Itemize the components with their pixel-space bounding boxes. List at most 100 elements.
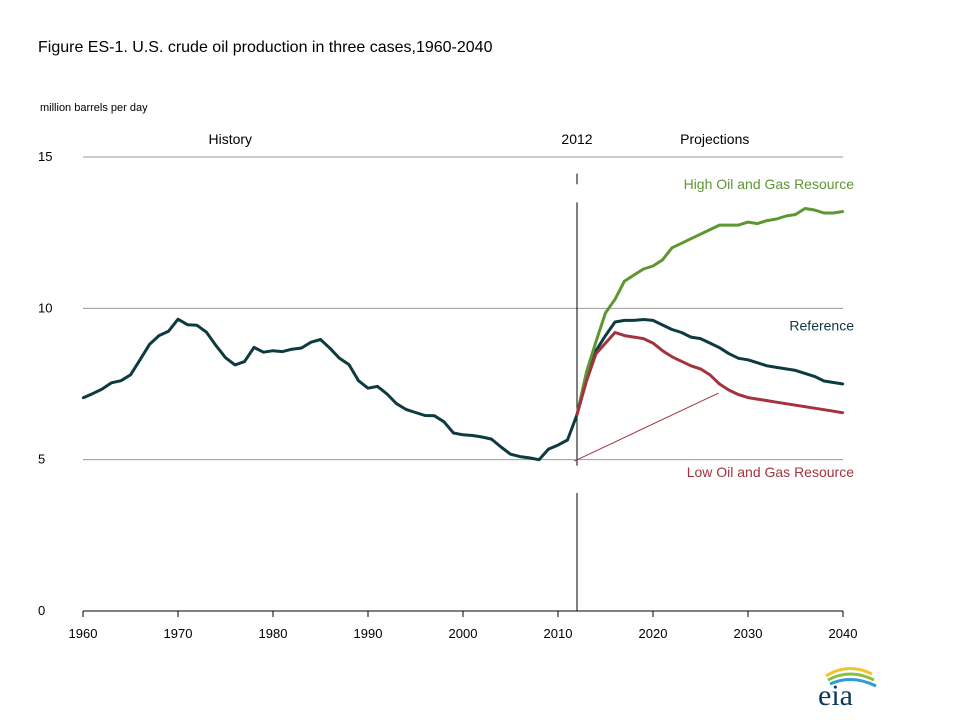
data-point-high: [613, 298, 617, 301]
data-point-high: [784, 214, 788, 218]
eia-logo: eia: [818, 667, 877, 710]
data-point-high: [822, 211, 826, 215]
data-point-history: [205, 331, 208, 334]
data-point-reference: [775, 366, 778, 369]
data-point-history: [471, 434, 474, 437]
data-point-low: [651, 341, 655, 345]
x-tick-label: 2040: [829, 626, 858, 641]
data-point-history: [91, 392, 94, 395]
data-point-low: [727, 388, 731, 392]
data-point-high: [775, 217, 778, 221]
data-point-low: [841, 411, 845, 414]
data-point-low: [575, 413, 579, 416]
data-point-history: [395, 402, 398, 405]
y-tick-label: 0: [38, 603, 45, 618]
svg-text:eia: eia: [818, 679, 853, 710]
data-point-low: [585, 379, 588, 383]
projections-header: Projections: [680, 131, 749, 147]
data-point-low: [613, 331, 617, 334]
data-point-history: [461, 433, 465, 437]
data-point-history: [281, 350, 284, 353]
data-point-high: [689, 237, 693, 240]
data-point-high: [708, 228, 712, 231]
data-point-low: [708, 373, 712, 377]
data-point-history: [252, 346, 256, 349]
data-point-low: [737, 393, 740, 396]
data-point-history: [366, 387, 370, 390]
data-point-high: [651, 264, 655, 268]
data-point-history: [138, 358, 142, 361]
data-point-history: [537, 458, 541, 461]
data-point-reference: [613, 320, 617, 324]
data-point-low: [661, 349, 664, 352]
low-label-leader-line: [573, 392, 719, 462]
data-point-low: [680, 360, 683, 363]
data-point-history: [119, 379, 123, 382]
data-point-low: [775, 400, 778, 404]
data-point-high: [737, 223, 740, 227]
data-point-history: [271, 349, 275, 352]
series-label-reference: Reference: [789, 317, 854, 333]
data-point-high: [661, 258, 664, 262]
data-point-history: [385, 392, 389, 396]
x-tick-label: 1980: [259, 626, 288, 641]
data-point-low: [832, 410, 835, 413]
history-header: History: [208, 131, 252, 147]
data-point-high: [841, 210, 845, 213]
data-point-history: [262, 351, 265, 354]
data-point-low: [765, 399, 769, 402]
data-point-low: [794, 403, 797, 407]
data-point-low: [803, 405, 807, 408]
data-point-reference: [794, 369, 797, 372]
data-point-history: [319, 338, 322, 341]
data-point-high: [727, 223, 731, 227]
data-point-history: [433, 414, 436, 417]
data-point-reference: [642, 318, 645, 321]
series-label-high: High Oil and Gas Resource: [684, 176, 855, 192]
data-point-low: [784, 402, 788, 405]
data-point-low: [813, 407, 816, 410]
data-point-history: [357, 379, 360, 382]
data-point-history: [528, 456, 531, 460]
data-point-high: [699, 232, 702, 236]
data-point-high: [623, 279, 626, 283]
x-tick-label: 1960: [69, 626, 98, 641]
data-point-history: [509, 453, 512, 456]
data-point-high: [594, 340, 598, 343]
series-line-high: [575, 207, 844, 415]
data-point-history: [490, 437, 493, 441]
data-point-history: [224, 356, 227, 359]
data-point-history: [414, 411, 417, 414]
data-point-high: [832, 211, 835, 215]
data-point-reference: [632, 319, 636, 322]
data-point-high: [718, 223, 721, 227]
data-point-high: [670, 246, 674, 249]
data-point-high: [680, 242, 683, 245]
data-point-low: [822, 408, 826, 411]
data-point-history: [300, 346, 303, 350]
data-point-history: [129, 373, 132, 377]
data-point-reference: [661, 323, 664, 327]
data-point-history: [214, 344, 218, 347]
x-tick-label: 2030: [734, 626, 763, 641]
data-point-reference: [699, 337, 702, 340]
data-point-history: [328, 347, 332, 350]
data-point-history: [233, 363, 237, 367]
data-point-high: [756, 222, 759, 225]
y-tick-label: 15: [38, 149, 52, 164]
data-point-reference: [689, 335, 693, 339]
data-point-history: [243, 360, 246, 363]
data-point-history: [376, 385, 379, 388]
y-axis-unit-label: million barrels per day: [40, 102, 148, 114]
divider-year-label: 2012: [561, 131, 592, 147]
data-point-history: [452, 431, 455, 435]
x-tick-label: 2020: [639, 626, 668, 641]
data-point-high: [813, 208, 816, 212]
data-point-reference: [737, 357, 740, 360]
data-point-low: [746, 396, 750, 399]
data-point-history: [480, 435, 484, 439]
data-point-history: [290, 347, 294, 351]
data-point-high: [632, 273, 636, 277]
data-point-high: [803, 207, 807, 210]
